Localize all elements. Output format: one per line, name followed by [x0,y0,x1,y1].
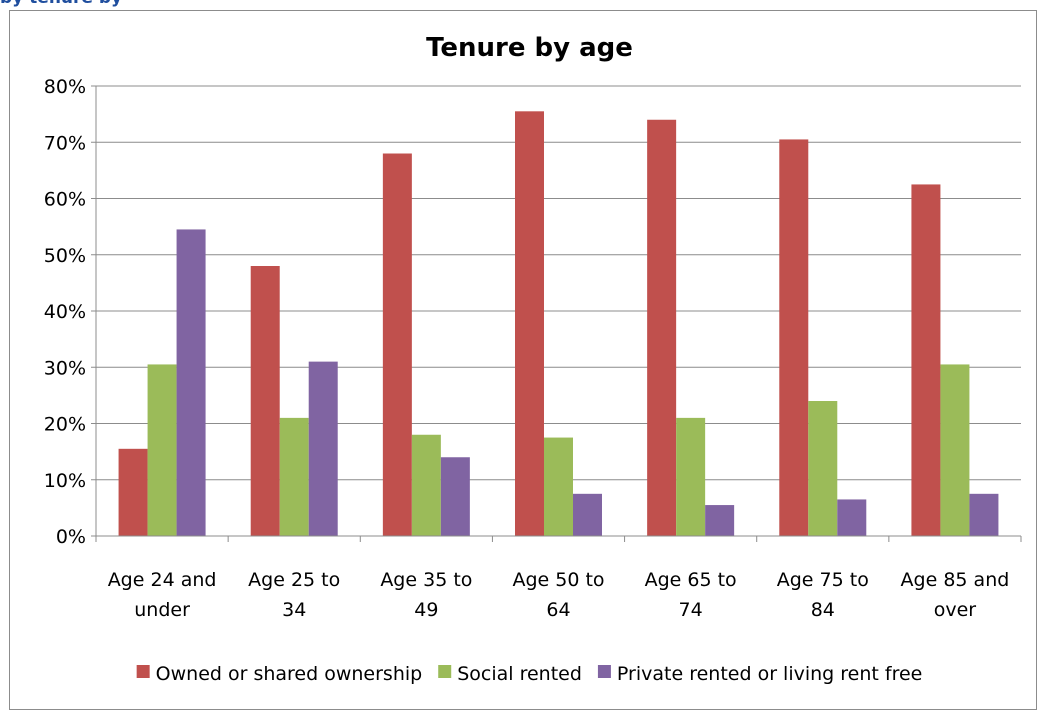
bars [118,111,999,536]
bar-private-rented-or-living-rent-free-2 [440,457,470,536]
x-tick-label: Age 65 to 74 [645,569,737,621]
cropped-header-text: by tenure by [0,0,122,8]
cropped-header-strip: by tenure by [0,0,1039,10]
bar-social-rented-5 [808,401,838,536]
axes [95,86,1021,537]
chart-title: Tenure by age [426,33,633,63]
bar-private-rented-or-living-rent-free-6 [969,493,999,536]
bar-private-rented-or-living-rent-free-0 [176,229,206,536]
y-tick-label: 0% [56,526,86,548]
bar-owned-or-shared-ownership-2 [382,153,412,536]
x-axis-ticks: Age 24 and under Age 25 to 34 Age 35 to 49 Age… [95,536,1022,621]
bar-social-rented-2 [411,434,441,536]
x-tick-label: Age 50 to 64 [512,569,604,621]
legend-label: Private rented or living rent free [617,663,922,685]
legend-label: Owned or shared ownership [156,663,423,685]
y-axis-ticks: 0% 10% 20% 30% 40% 50% 60% 70% 80% [44,76,96,548]
y-tick-label: 20% [44,414,86,436]
y-tick-label: 40% [44,301,86,323]
bar-owned-or-shared-ownership-5 [779,139,809,536]
bar-private-rented-or-living-rent-free-4 [705,505,735,536]
bar-owned-or-shared-ownership-3 [515,111,544,536]
legend-label: Social rented [457,663,582,685]
x-tick-label: Age 75 to 84 [777,569,869,621]
y-tick-label: 70% [44,132,86,154]
x-tick-label: Age 25 to 34 [248,569,340,621]
bar-social-rented-3 [544,437,573,536]
bar-social-rented-4 [676,417,706,536]
bar-private-rented-or-living-rent-free-3 [573,493,602,536]
bar-private-rented-or-living-rent-free-5 [837,499,867,536]
bar-private-rented-or-living-rent-free-1 [308,361,338,536]
bar-social-rented-1 [279,417,309,536]
bar-owned-or-shared-ownership-0 [118,448,148,536]
y-tick-label: 30% [44,357,86,379]
x-tick-label: Age 35 to 49 [380,569,472,621]
bar-owned-or-shared-ownership-4 [647,119,677,536]
y-tick-label: 10% [44,470,86,492]
y-tick-label: 80% [44,76,86,98]
bar-owned-or-shared-ownership-1 [250,266,280,536]
y-tick-label: 50% [44,245,86,267]
bar-owned-or-shared-ownership-6 [911,184,941,536]
legend-swatch [438,665,452,678]
legend-swatch [597,665,611,678]
legend-swatch [136,665,150,678]
y-tick-label: 60% [44,189,86,211]
x-tick-label: Age 85 and over [901,569,1010,621]
x-tick-label: Age 24 and under [108,569,217,621]
bar-social-rented-6 [940,364,970,536]
legend: Owned or shared ownership Social rented Pr… [136,663,922,685]
bar-social-rented-0 [147,364,177,536]
